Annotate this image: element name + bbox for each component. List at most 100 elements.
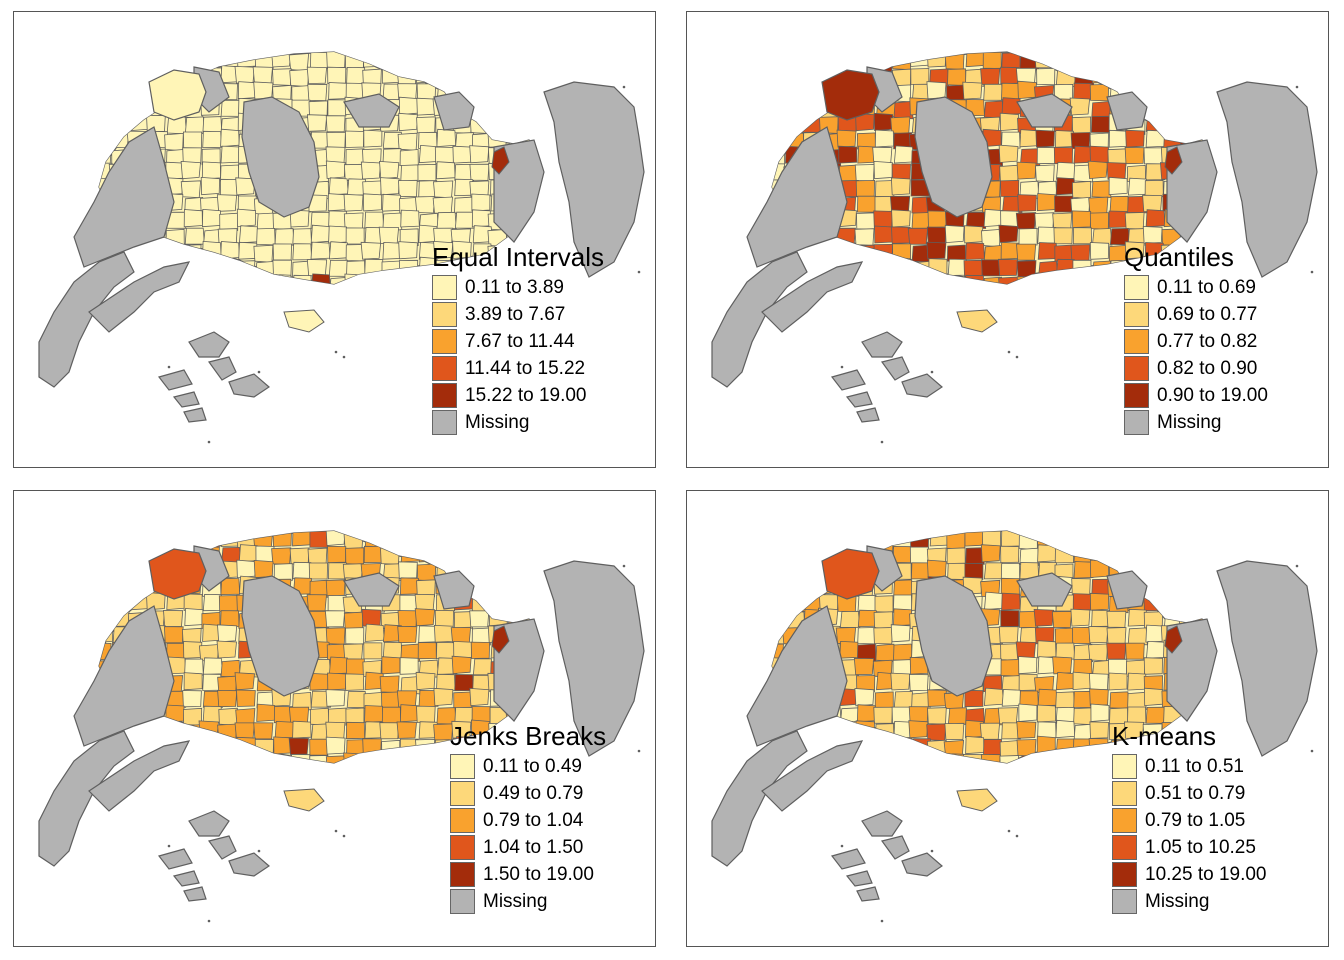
subzone — [416, 563, 437, 582]
legend-item: 0.90 to 19.00 — [1124, 382, 1268, 409]
subzone — [183, 641, 203, 659]
subzone — [1145, 84, 1166, 103]
subzone — [855, 179, 876, 198]
subzone — [99, 84, 113, 102]
legend-swatch — [450, 754, 475, 779]
subzone — [471, 578, 492, 596]
subzone — [469, 116, 490, 134]
subzone — [525, 81, 536, 100]
subzone — [999, 164, 1019, 183]
subzone — [343, 611, 364, 630]
subzone — [1072, 52, 1092, 70]
subzone — [1015, 212, 1037, 230]
east-zone — [491, 625, 510, 654]
missing-area — [433, 570, 475, 610]
subzone — [1178, 563, 1199, 582]
subzone — [1088, 673, 1109, 691]
subzone — [343, 163, 364, 182]
subzone — [891, 226, 911, 244]
subzone — [344, 673, 365, 691]
subzone — [1144, 562, 1164, 581]
subzone — [255, 260, 276, 280]
subzone — [1016, 243, 1037, 261]
missing-area — [845, 391, 873, 408]
subzone — [288, 737, 309, 755]
missing-area — [241, 96, 320, 218]
subzone — [910, 562, 931, 580]
islet — [1310, 749, 1314, 753]
subzone — [873, 210, 893, 228]
subzone — [907, 274, 929, 284]
subzone — [980, 544, 1001, 563]
subzone — [99, 67, 115, 85]
subzone — [327, 66, 347, 85]
subzone — [927, 707, 947, 725]
subzone — [399, 149, 419, 168]
subzone — [182, 52, 202, 68]
subzone — [220, 99, 241, 117]
subzone — [1179, 578, 1199, 596]
subzone — [1055, 691, 1075, 710]
subzone — [1089, 688, 1109, 707]
subzone — [436, 543, 457, 563]
missing-area — [38, 730, 135, 867]
subzone — [1124, 544, 1145, 563]
subzone — [129, 592, 149, 611]
subzone — [324, 610, 346, 628]
islet — [207, 919, 211, 923]
subzone — [237, 754, 257, 763]
islet — [257, 849, 261, 853]
subzone — [471, 193, 491, 212]
subzone — [964, 689, 984, 708]
missing-area — [241, 575, 320, 697]
legend-title: Quantiles — [1124, 242, 1234, 272]
subzone — [1142, 194, 1163, 213]
subzone — [928, 258, 948, 276]
subzone — [838, 531, 858, 547]
missing-area — [830, 369, 866, 391]
subzone — [99, 593, 115, 611]
subzone — [453, 691, 473, 710]
subzone — [325, 689, 346, 707]
subzone — [346, 690, 367, 709]
subzone — [875, 180, 895, 198]
subzone — [273, 563, 293, 581]
subzone — [1142, 226, 1163, 244]
subzone — [398, 276, 418, 284]
subzone — [910, 68, 930, 86]
subzone — [379, 675, 400, 694]
subzone — [381, 65, 401, 84]
subzone — [99, 100, 112, 118]
subzone — [946, 531, 966, 550]
subzone — [997, 707, 1019, 725]
southern-island — [283, 309, 325, 333]
subzone — [1055, 738, 1076, 756]
legend-label: Missing — [465, 411, 530, 433]
subzone — [183, 209, 203, 228]
subzone — [964, 225, 984, 244]
subzone — [772, 547, 786, 566]
east-zone — [1164, 146, 1183, 175]
subzone — [856, 195, 877, 213]
subzone — [1018, 673, 1038, 691]
legend-label: 1.04 to 1.50 — [483, 836, 584, 858]
subzone — [817, 531, 839, 548]
subzone — [1109, 52, 1131, 69]
subzone — [202, 737, 222, 756]
subzone — [164, 132, 184, 152]
subzone — [506, 576, 526, 595]
subzone — [343, 212, 364, 231]
subzone — [524, 559, 536, 579]
subzone — [1053, 275, 1073, 284]
subzone — [926, 52, 947, 68]
subzone — [909, 531, 930, 549]
subzone — [893, 100, 914, 120]
subzone — [1178, 83, 1199, 101]
subzone — [1159, 531, 1180, 547]
islet — [334, 350, 338, 354]
subzone — [783, 562, 804, 580]
subzone — [1073, 707, 1093, 726]
subzone — [1001, 131, 1021, 149]
subzone — [288, 706, 310, 724]
subzone — [1000, 643, 1020, 661]
